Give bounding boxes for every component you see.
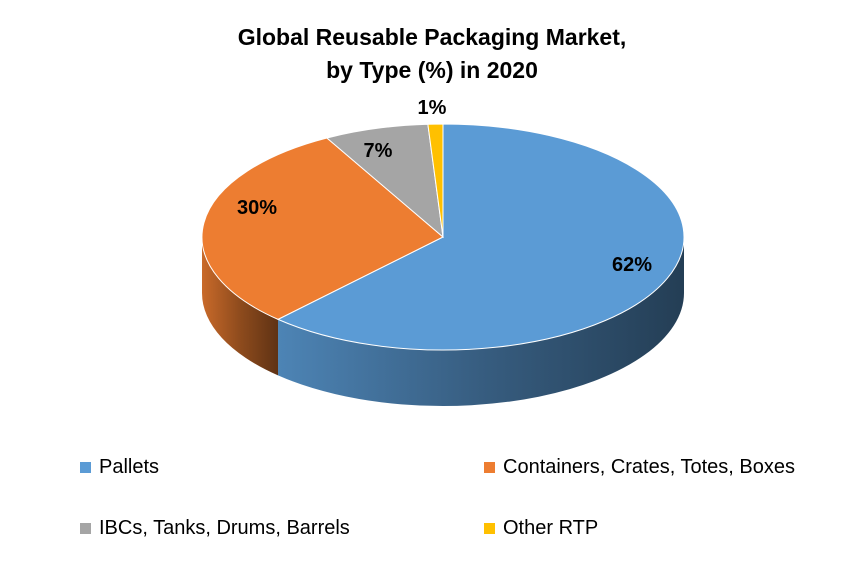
data-label: 30%: [237, 197, 277, 219]
legend-label: Other RTP: [503, 517, 599, 539]
data-label: 62%: [612, 254, 652, 276]
legend-item-other-rtp: Other RTP: [484, 517, 598, 540]
pie-side-0: [278, 237, 684, 406]
legend-swatch: [484, 462, 495, 473]
legend-swatch: [80, 462, 91, 473]
chart-title-line-2: by Type (%) in 2020: [326, 57, 538, 83]
chart-title-line-1: Global Reusable Packaging Market,: [237, 24, 627, 50]
pie-slice-pallets: [276, 123, 685, 351]
legend-item-ibcs: IBCs, Tanks, Drums, Barrels: [80, 517, 350, 540]
pie-slice-ibcs-tanks-drums-barrels: [325, 123, 444, 239]
data-label: 1%: [418, 97, 447, 119]
legend-swatch: [484, 523, 495, 534]
pie-side-1: [202, 237, 279, 376]
legend-item-containers: Containers, Crates, Totes, Boxes: [484, 456, 795, 479]
data-label: 7%: [364, 140, 393, 162]
legend-label: Pallets: [99, 456, 160, 478]
legend-swatch: [80, 523, 91, 534]
pie-slice-containers-crates-totes-boxes: [201, 137, 444, 320]
legend-label: IBCs, Tanks, Drums, Barrels: [99, 517, 350, 539]
legend-label: Containers, Crates, Totes, Boxes: [503, 456, 795, 478]
pie-slice-other-rtp: [427, 123, 444, 238]
legend-item-pallets: Pallets: [80, 456, 159, 479]
